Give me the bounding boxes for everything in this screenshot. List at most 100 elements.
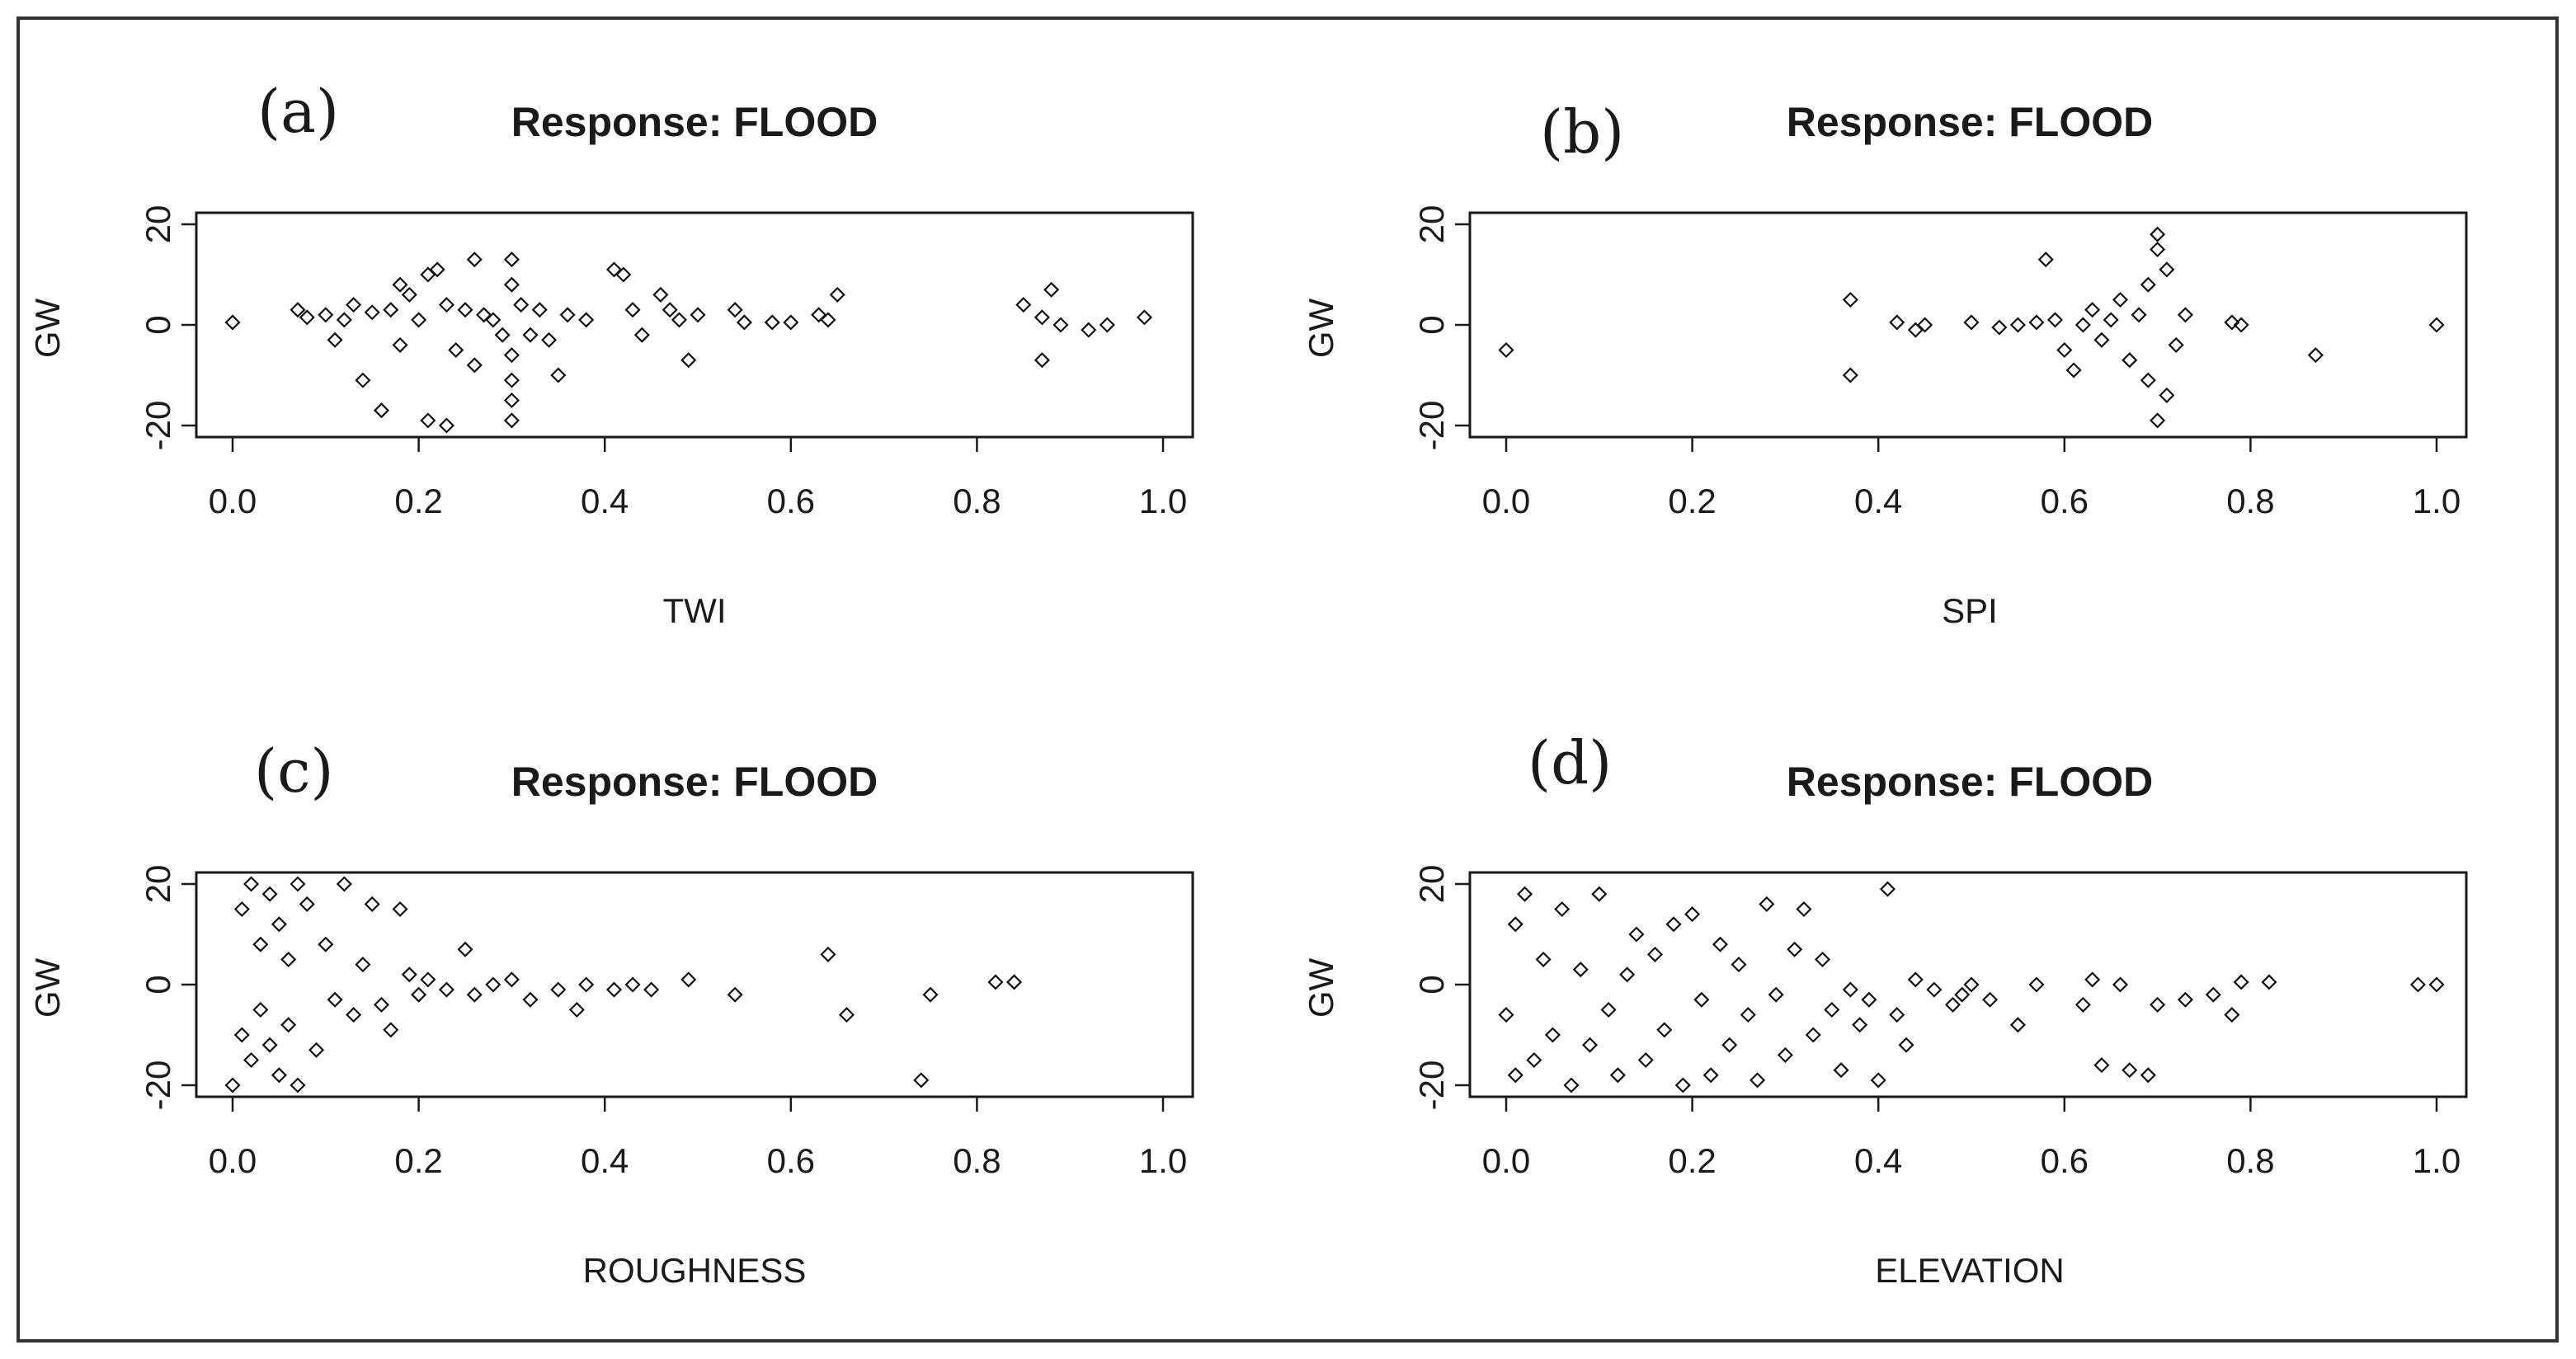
data-point [401,286,417,303]
data-point [1777,1046,1793,1063]
data-point [522,991,539,1008]
data-point [1043,281,1060,298]
data-point [355,372,371,388]
data-point [1507,916,1523,933]
data-point [485,312,502,328]
data-point [1665,916,1682,933]
data-point [1814,951,1831,968]
y-axis-label: GW [1302,957,1340,1018]
data-point [1619,966,1636,983]
data-point [233,901,250,918]
data-point [318,307,334,323]
y-tick-label: 20 [1412,205,1451,244]
chart-title: Response: FLOOD [511,759,878,805]
data-point [2150,412,2166,429]
x-tick-label: 1.0 [2413,1141,2461,1180]
data-point [2103,312,2119,328]
data-point [2112,976,2129,993]
data-point [290,302,306,318]
x-tick-label: 0.0 [1482,482,1530,520]
data-point [2224,1007,2240,1023]
data-point [643,981,660,998]
data-point [466,986,483,1003]
data-point [987,974,1004,990]
data-point [1554,901,1571,918]
data-point [2409,976,2426,993]
data-point [420,971,436,988]
data-point [2112,291,2129,308]
data-point [1991,319,2008,336]
data-point [578,976,595,993]
chart-title: Response: FLOOD [511,99,878,145]
data-point [243,1051,260,1069]
data-point [624,976,641,993]
data-point [2428,317,2445,333]
data-point [1731,957,1747,973]
data-point [2140,1067,2156,1084]
data-point [829,286,845,303]
data-point [401,966,417,983]
x-axis-label: ROUGHNESS [583,1251,807,1290]
data-point [2009,317,2026,333]
x-tick-label: 0.0 [1482,1141,1530,1180]
x-tick-label: 0.2 [1668,1141,1716,1180]
chart-title: Response: FLOOD [1787,759,2153,805]
data-point [364,304,380,321]
data-point [1721,1037,1738,1053]
data-point [1879,881,1896,897]
x-tick-label: 0.0 [209,1141,257,1180]
data-point [2428,976,2445,993]
data-point [392,336,408,353]
data-point [224,1077,241,1093]
data-point [727,986,743,1003]
data-point [2009,1017,2026,1033]
x-axis-label: SPI [1942,591,1998,630]
data-point [615,266,632,283]
data-point [1646,946,1664,962]
data-point [346,297,362,313]
data-point [1861,991,1877,1008]
data-point [1759,896,1775,912]
x-tick-label: 0.8 [2226,482,2274,520]
panel-label: (d) [1528,728,1612,797]
data-point [355,957,371,973]
data-point [605,981,623,998]
data-point [1963,976,1980,993]
data-point [252,1001,269,1018]
data-point [1517,886,1533,902]
data-point [2150,241,2166,258]
data-point [383,1022,399,1038]
data-point [2233,317,2249,333]
x-tick-label: 0.2 [394,482,442,520]
chart-panel-c: (c) Response: FLOOD GW ROUGHNESS 0.0 0.2 0… [28,736,1194,1290]
data-point [1591,886,1608,902]
data-point [327,991,343,1008]
x-tick-label: 0.0 [209,482,257,520]
data-point [2261,974,2277,990]
x-axis-label: TWI [663,591,727,630]
data-point [1982,991,1999,1008]
data-point [1712,936,1728,952]
x-tick-label: 0.4 [581,1141,629,1180]
data-point [2159,261,2175,278]
data-point [1954,986,1971,1003]
y-tick-label: 0 [139,975,177,994]
x-tick-label: 0.8 [2226,1141,2274,1180]
data-point [420,412,436,429]
data-point [522,327,539,343]
data-point [2224,314,2240,331]
data-point [2046,312,2064,328]
x-tick-label: 0.2 [394,1141,442,1180]
data-point [503,372,520,388]
data-point [466,357,483,374]
data-point [1507,1067,1523,1084]
data-point [280,951,297,968]
data-point [1842,981,1858,998]
data-point [1917,317,1933,333]
data-point [1693,991,1710,1008]
data-point [383,302,399,318]
panel-label: (a) [257,77,339,146]
data-point [820,946,836,962]
data-point [811,307,827,323]
panel-label: (b) [1540,97,1624,167]
